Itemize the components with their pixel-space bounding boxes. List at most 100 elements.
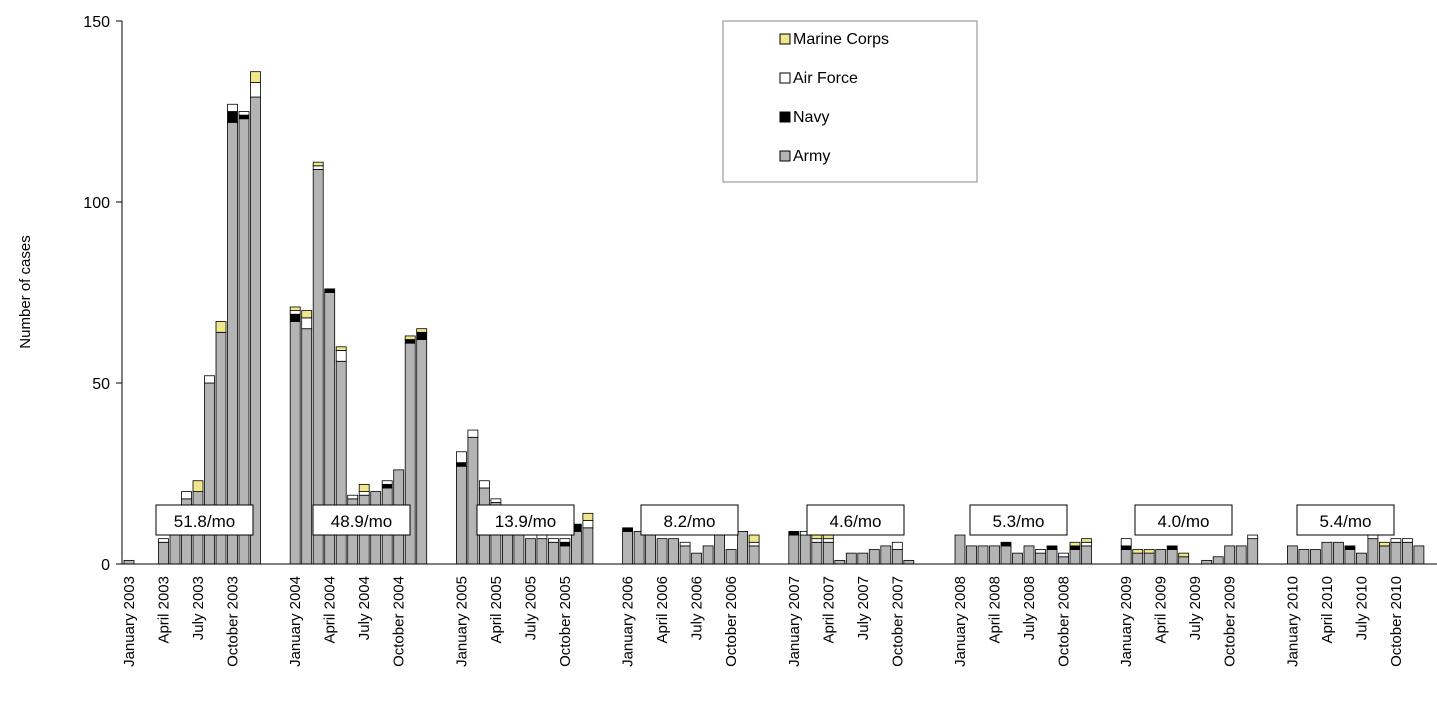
bar-segment-air-force [679,541,691,547]
bar-segment-navy [788,531,800,536]
bar-segment-air-force [559,538,571,543]
bar-segment-army [1212,556,1224,565]
x-tick-label: July 2008 [1021,576,1038,640]
legend-label: Marine Corps [793,31,889,48]
bar-segment-marine-corps [1143,549,1155,554]
bar-segment-air-force [1390,538,1402,543]
bar-segment-marine-corps [582,512,594,521]
bar-segment-navy [404,339,416,344]
bar-segment-air-force [1402,538,1413,543]
bar-segment-army [1390,541,1402,565]
bar-segment-marine-corps [1069,541,1081,547]
bar-segment-army [811,541,823,565]
bar-segment-marine-corps [250,71,261,83]
bar-segment-navy [1166,545,1178,550]
bar-segment-army [513,534,525,565]
bar-segment-air-force [181,491,192,500]
bar-segment-army [645,534,656,565]
bar-segment-army [1023,545,1035,565]
period-average-box: 13.9/mo [476,504,575,536]
bar-segment-air-force [1035,549,1046,554]
bar-segment-air-force [748,541,760,547]
period-average-box: 4.0/mo [1134,504,1233,536]
bar-segment-air-force [238,111,250,116]
bar-segment-army [668,538,679,565]
legend-entry: Navy [779,109,829,126]
bar-segment-army [571,531,582,565]
bar-segment-air-force [158,538,169,543]
bar-segment-army [799,534,811,565]
x-tick-label: October 2010 [1388,576,1405,667]
x-tick-label: October 2003 [225,576,242,667]
period-average-label: 8.2/mo [664,512,716,531]
y-tick-label: 50 [92,376,110,393]
period-average-box: 8.2/mo [640,504,739,536]
period-average-label: 13.9/mo [495,512,556,531]
bar-segment-army [1356,552,1367,565]
bar-segment-army [1000,545,1012,565]
bar-segment-air-force [822,538,834,543]
bar-segment-air-force [1247,534,1259,540]
bar-segment-navy [1069,545,1081,550]
bar-segment-navy [455,462,467,467]
legend-swatch-army [779,150,791,162]
period-average-box: 5.4/mo [1296,504,1395,536]
bar-segment-army [582,527,594,565]
bar-segment-air-force [301,317,313,330]
legend-swatch-navy [779,111,791,123]
bar-segment-army [158,541,169,565]
x-tick-label: July 2003 [190,576,207,640]
period-average-label: 5.3/mo [993,512,1045,531]
x-tick-label: April 2009 [1153,576,1170,644]
period-average-label: 48.9/mo [331,512,392,531]
bar-segment-army [857,552,869,565]
x-tick-label: April 2010 [1319,576,1336,644]
bar-segment-army [238,118,250,565]
y-axis [116,20,123,565]
x-tick-label: January 2005 [453,576,470,667]
bar-segment-army [1367,538,1379,565]
bar-segment-army [1069,549,1081,565]
bar-segment-army [1247,538,1259,565]
bar-segment-navy [416,331,428,340]
bar-segment-army [416,339,428,565]
period-average-label: 5.4/mo [1320,512,1372,531]
bar-segment-army [1012,552,1023,565]
bar-segment-air-force [335,350,347,362]
x-tick-label: October 2006 [723,576,740,667]
bar-segment-army [1224,545,1236,565]
bar-segment-air-force [467,429,479,438]
bar-segment-army [1333,541,1344,565]
period-average-box: 51.8/mo [155,504,254,536]
bar-segment-army [1178,556,1190,565]
x-tick-label: April 2007 [820,576,837,644]
y-tick-label: 150 [83,14,110,31]
bar-segment-army [1155,549,1167,565]
bar-segment-army [954,534,966,565]
x-tick-label: October 2005 [557,576,574,667]
bar-segment-army [891,549,903,565]
period-average-box: 48.9/mo [312,504,411,536]
bar-segment-army [1298,549,1310,565]
bar-segment-army [455,465,467,565]
x-tick-label: July 2006 [689,576,706,640]
legend-swatch-air-force [779,72,791,84]
period-average-box: 4.6/mo [806,504,905,536]
bar-segment-army [1081,545,1092,565]
bar-segment-air-force [227,103,238,112]
bar-segment-navy [1344,545,1356,550]
bar-segment-army [301,328,313,565]
bar-segment-air-force [312,165,324,170]
x-tick-label: July 2007 [855,576,872,640]
x-tick-label: January 2006 [620,576,637,667]
bar-segment-army [1413,545,1425,565]
bar-segment-navy [1000,541,1012,547]
bar-segment-marine-corps [1178,552,1190,558]
bar-segment-army [737,531,748,565]
bar-segment-army [525,538,536,565]
bar-segment-army [1046,549,1058,565]
bar-segment-army [1201,559,1213,565]
period-average-label: 51.8/mo [174,512,235,531]
legend: Marine Corps Air Force Navy Army [722,20,978,183]
bar-segment-marine-corps [404,335,416,340]
